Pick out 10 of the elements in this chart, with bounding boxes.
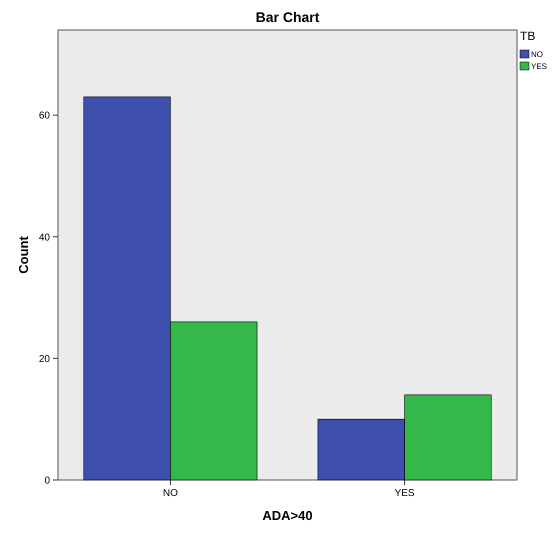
y-tick-label: 20 [38, 354, 50, 365]
y-axis-title: Count [16, 236, 31, 274]
legend-label: NO [531, 50, 543, 59]
y-tick-label: 40 [38, 232, 50, 244]
legend-label: YES [531, 62, 548, 71]
legend-title: TB [520, 29, 536, 43]
chart-title: Bar Chart [256, 9, 320, 25]
y-tick-label: 0 [44, 476, 50, 486]
y-tick-label: 60 [38, 110, 50, 122]
x-axis-title: ADA>40 [262, 508, 313, 523]
